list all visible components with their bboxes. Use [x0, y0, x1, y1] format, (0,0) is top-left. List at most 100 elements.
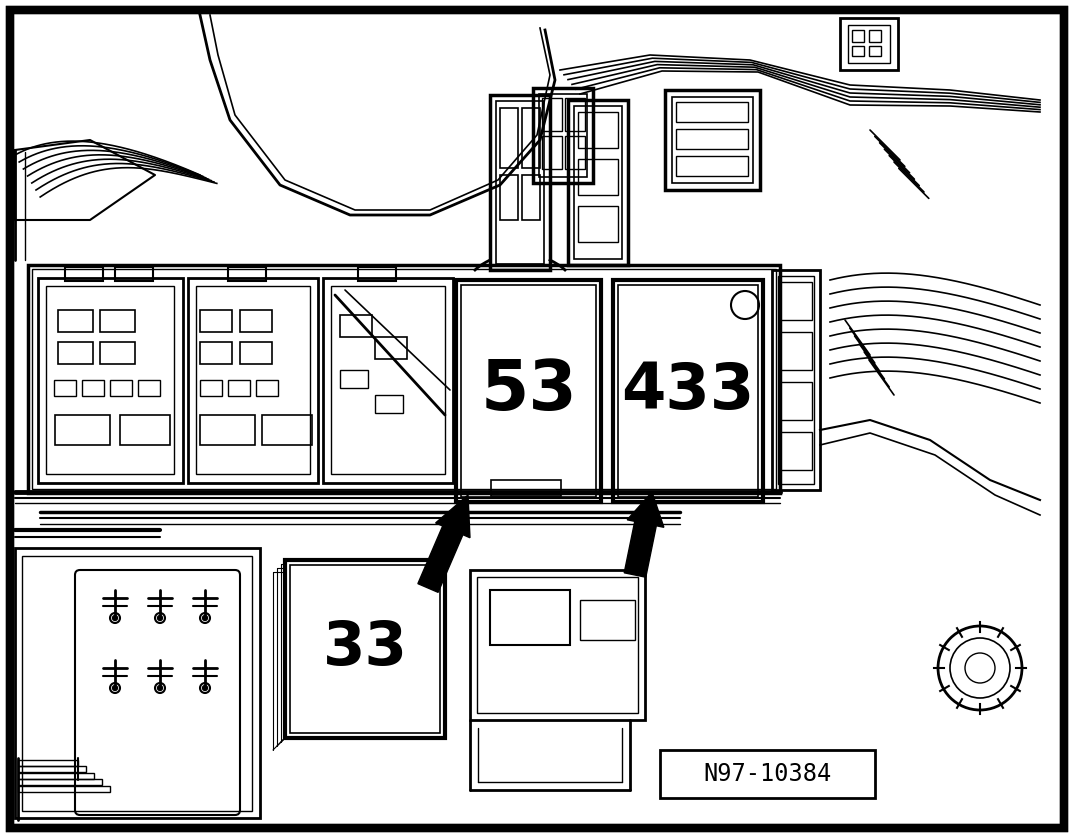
Bar — [285, 560, 445, 738]
Bar — [470, 570, 645, 720]
Bar — [256, 380, 278, 396]
Bar — [778, 276, 814, 484]
Bar — [290, 565, 440, 733]
Bar — [55, 415, 110, 445]
Bar — [262, 415, 313, 445]
Bar — [665, 90, 760, 190]
Bar — [780, 432, 812, 470]
Bar — [18, 773, 95, 779]
Bar — [565, 136, 585, 169]
Bar — [18, 767, 86, 773]
Bar — [228, 267, 266, 281]
Bar — [500, 108, 518, 168]
Bar — [58, 342, 93, 364]
Circle shape — [158, 685, 162, 691]
Bar — [38, 278, 183, 483]
Circle shape — [113, 685, 117, 691]
Bar — [676, 156, 748, 176]
Bar — [200, 310, 232, 332]
Bar — [188, 278, 318, 483]
Bar — [228, 380, 250, 396]
Bar — [66, 267, 103, 281]
Bar — [848, 25, 890, 63]
FancyArrow shape — [624, 492, 664, 577]
Bar — [375, 337, 407, 359]
Bar — [539, 94, 587, 177]
Bar — [676, 102, 748, 122]
Bar — [18, 760, 78, 766]
Bar — [496, 101, 545, 264]
Bar — [780, 382, 812, 420]
Text: N97-10384: N97-10384 — [703, 762, 831, 786]
Bar — [661, 750, 875, 798]
Bar — [358, 267, 396, 281]
Bar — [772, 270, 821, 490]
Bar — [491, 480, 561, 496]
Bar — [869, 30, 881, 42]
Bar — [490, 95, 550, 270]
Bar — [500, 175, 518, 220]
Bar — [522, 175, 540, 220]
Bar — [578, 206, 618, 242]
Bar — [375, 395, 403, 413]
Bar — [522, 108, 540, 168]
Text: 33: 33 — [322, 619, 407, 679]
Bar — [240, 310, 272, 332]
Bar — [200, 415, 255, 445]
Bar — [323, 278, 453, 483]
Bar — [195, 286, 310, 474]
FancyArrow shape — [418, 495, 470, 592]
Bar — [340, 370, 368, 388]
Bar — [331, 286, 445, 474]
Bar — [18, 779, 102, 785]
Bar — [780, 332, 812, 370]
Text: 53: 53 — [480, 358, 577, 425]
Circle shape — [203, 685, 207, 691]
Bar — [672, 97, 753, 183]
Bar — [110, 380, 132, 396]
Bar — [780, 282, 812, 320]
Bar — [613, 280, 763, 502]
Bar — [58, 310, 93, 332]
Bar — [840, 18, 898, 70]
Bar — [490, 590, 570, 645]
Bar — [852, 46, 863, 56]
Bar — [456, 280, 601, 502]
Bar — [46, 286, 174, 474]
Bar — [137, 380, 160, 396]
Bar — [100, 310, 135, 332]
Bar — [200, 342, 232, 364]
Bar — [542, 136, 562, 169]
Bar — [578, 159, 618, 195]
Bar — [200, 380, 222, 396]
Bar — [533, 88, 593, 183]
Bar — [15, 548, 260, 818]
Bar — [32, 269, 777, 489]
Bar — [580, 600, 635, 640]
Bar — [676, 129, 748, 149]
Bar — [477, 577, 638, 713]
Bar — [618, 285, 758, 497]
Circle shape — [158, 615, 162, 620]
Bar — [852, 30, 863, 42]
Bar — [574, 106, 622, 259]
Bar — [578, 112, 618, 148]
Circle shape — [203, 615, 207, 620]
Bar — [565, 98, 585, 131]
Bar — [568, 100, 628, 265]
Bar — [461, 285, 596, 497]
Bar — [240, 342, 272, 364]
Bar — [54, 380, 76, 396]
Bar — [82, 380, 104, 396]
Bar — [28, 265, 780, 493]
Bar — [21, 556, 252, 811]
Bar — [542, 98, 562, 131]
Text: 433: 433 — [622, 360, 755, 422]
Bar — [120, 415, 170, 445]
Bar — [18, 785, 110, 792]
Bar — [340, 315, 372, 337]
Circle shape — [113, 615, 117, 620]
Bar — [100, 342, 135, 364]
Bar — [115, 267, 153, 281]
Bar — [869, 46, 881, 56]
